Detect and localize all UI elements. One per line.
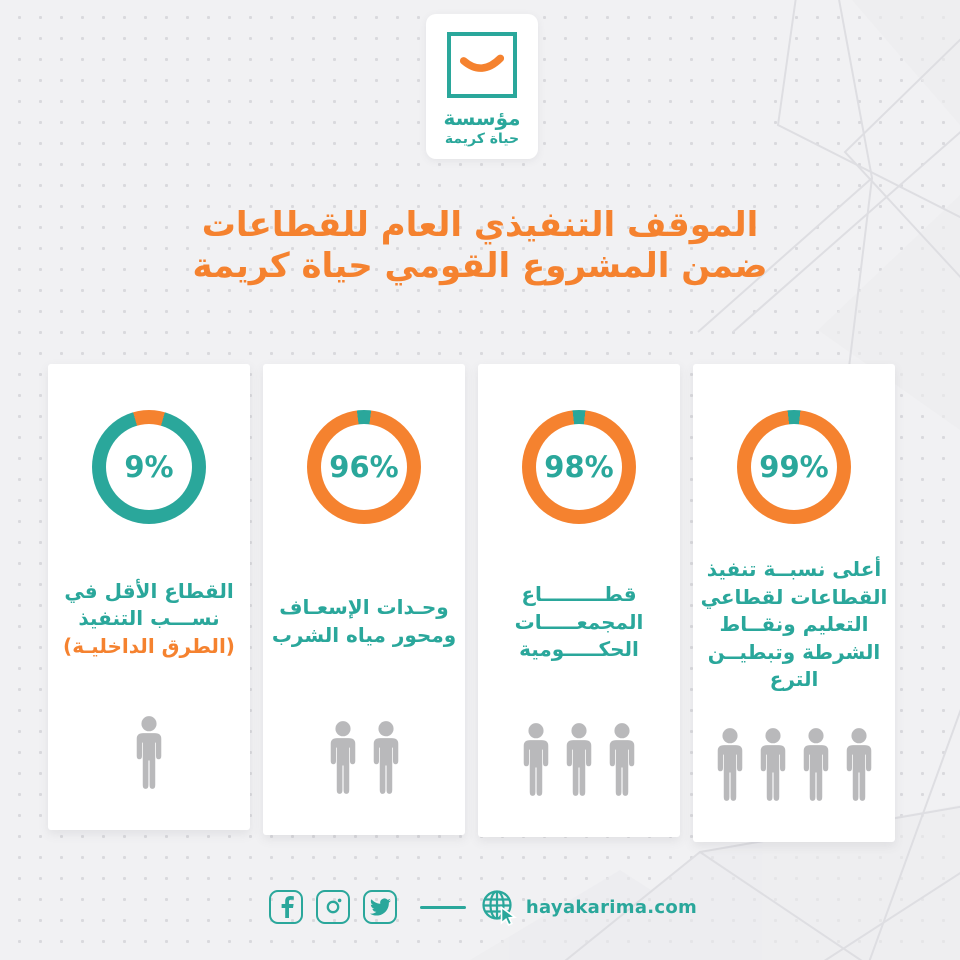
donut-percent-label: 96% bbox=[329, 450, 399, 484]
person-icons bbox=[132, 714, 166, 792]
sector-label-line: القطاع الأقل في bbox=[64, 578, 234, 603]
donut-percent-label: 99% bbox=[759, 450, 829, 484]
title-line-1: الموقف التنفيذي العام للقطاعات bbox=[201, 205, 759, 245]
person-icon bbox=[373, 721, 398, 794]
facebook-button[interactable] bbox=[269, 890, 304, 924]
footer: hayakarima.com bbox=[0, 888, 960, 927]
logo-smile-frame bbox=[447, 32, 517, 98]
donut-chart: 98% bbox=[522, 410, 636, 524]
donut-hole: 96% bbox=[321, 424, 407, 510]
page-title: الموقف التنفيذي العام للقطاعات ضمن المشر… bbox=[0, 205, 960, 288]
sector-label: أعلى نسبــة تنفيذ القطاعات لقطاعي التعليم … bbox=[695, 524, 894, 726]
title-line-2: ضمن المشروع القومي حياة كريمة bbox=[192, 246, 768, 287]
cards-row: 9% القطاع الأقل في نســـب التنفيذ (الطرق ا… bbox=[48, 364, 895, 842]
person-icon bbox=[803, 728, 828, 801]
donut-hole: 9% bbox=[106, 424, 192, 510]
sector-label-line: ومحور مياه الشرب bbox=[271, 622, 457, 647]
sector-card: 98% قطـــــــــاع المجمعـــــات الحكـــــو… bbox=[478, 364, 680, 837]
cursor-arrow-icon bbox=[500, 905, 517, 927]
donut-hole: 98% bbox=[536, 424, 622, 510]
sector-label-line: المجمعـــــات bbox=[514, 609, 644, 634]
person-icon bbox=[609, 723, 635, 796]
divider-dash bbox=[419, 905, 466, 909]
person-icon bbox=[846, 728, 871, 801]
sector-label-line: قطـــــــــاع bbox=[521, 582, 637, 607]
sector-label-line: نســـب التنفيذ bbox=[78, 606, 220, 631]
twitter-icon bbox=[369, 898, 391, 916]
donut-hole: 99% bbox=[751, 424, 837, 510]
donut-percent-label: 98% bbox=[544, 450, 614, 484]
globe-icon bbox=[482, 890, 517, 927]
sector-label: القطاع الأقل في نســـب التنفيذ (الطرق الدا… bbox=[57, 524, 241, 714]
logo-org-subname: حياة كريمة bbox=[444, 131, 520, 147]
person-icon bbox=[330, 721, 355, 794]
logo-org-name: مؤسسة bbox=[443, 106, 521, 130]
smile-icon bbox=[459, 54, 505, 72]
sector-label-line: (الطرق الداخليـة) bbox=[63, 633, 235, 658]
person-icons bbox=[713, 726, 876, 804]
donut-percent-label: 9% bbox=[124, 450, 174, 484]
sector-card: 99% أعلى نسبــة تنفيذ القطاعات لقطاعي التع… bbox=[693, 364, 895, 842]
globe-cursor-group bbox=[480, 888, 518, 927]
person-icon bbox=[566, 723, 592, 796]
sector-label-line: القطاعات لقطاعي bbox=[700, 584, 888, 609]
sector-label: وحـدات الإسعـاف ومحور مياه الشرب bbox=[266, 524, 462, 719]
person-icon bbox=[717, 728, 742, 801]
person-icon bbox=[523, 723, 549, 796]
instagram-button[interactable] bbox=[316, 890, 351, 924]
person-icon bbox=[760, 728, 785, 801]
instagram-icon bbox=[327, 898, 342, 914]
twitter-button[interactable] bbox=[363, 890, 398, 924]
sector-label-line: وحـدات الإسعـاف bbox=[279, 594, 449, 619]
sector-label: قطـــــــــاع المجمعـــــات الحكـــــومية bbox=[509, 524, 650, 721]
facebook-icon bbox=[281, 896, 294, 918]
person-icon bbox=[136, 716, 162, 789]
donut-chart: 96% bbox=[307, 410, 421, 524]
sector-card: 9% القطاع الأقل في نســـب التنفيذ (الطرق ا… bbox=[48, 364, 250, 830]
donut-chart: 99% bbox=[737, 410, 851, 524]
sector-card: 96% وحـدات الإسعـاف ومحور مياه الشرب bbox=[263, 364, 465, 835]
donut-chart: 9% bbox=[92, 410, 206, 524]
logo-card: مؤسسة حياة كريمة bbox=[426, 14, 538, 159]
sector-label-line: التعليم ونقــاط bbox=[719, 612, 869, 637]
sector-label-line: الشرطة وتبطيــن bbox=[707, 639, 881, 664]
person-icons bbox=[326, 719, 403, 797]
sector-label-line: الحكـــــومية bbox=[519, 637, 639, 662]
website-url[interactable]: hayakarima.com bbox=[525, 896, 698, 918]
sector-label-line: أعلى نسبــة تنفيذ bbox=[706, 557, 882, 582]
person-icons bbox=[519, 721, 639, 799]
sector-label-line: الترع bbox=[769, 667, 819, 692]
